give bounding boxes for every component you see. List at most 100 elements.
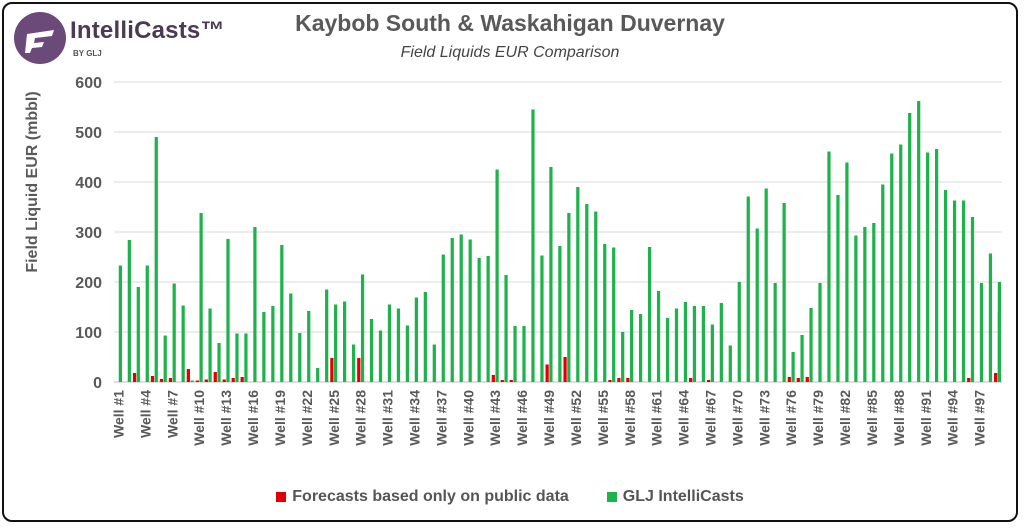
bar-public-data <box>159 379 164 382</box>
bar-glj-intellicasts <box>701 306 706 382</box>
x-tick-label: Well #61 <box>649 390 665 446</box>
legend-swatch-public <box>276 492 287 502</box>
bar-public-data <box>168 378 173 382</box>
x-tick-label: Well #4 <box>137 390 153 438</box>
x-tick-label: Well #7 <box>164 390 180 438</box>
bar-glj-intellicasts <box>674 308 679 382</box>
bar-glj-intellicasts <box>432 344 436 382</box>
bar-public-data <box>132 373 137 382</box>
bar-glj-intellicasts <box>540 255 544 382</box>
bar-glj-intellicasts <box>513 326 517 382</box>
bar-glj-intellicasts <box>943 190 948 382</box>
logo-text: IntelliCasts™ <box>70 17 225 44</box>
bar-glj-intellicasts <box>863 227 867 382</box>
x-tick-label: Well #91 <box>918 390 934 446</box>
bar-glj-intellicasts <box>522 326 526 382</box>
bar-glj-intellicasts <box>692 306 697 382</box>
x-tick-label: Well #49 <box>541 390 557 446</box>
bar-glj-intellicasts <box>190 380 194 382</box>
bar-glj-intellicasts <box>441 254 445 382</box>
bar-glj-intellicasts <box>181 305 185 382</box>
logo-mark-icon <box>14 12 66 64</box>
bar-glj-intellicasts <box>262 312 266 382</box>
bar-glj-intellicasts <box>890 153 894 382</box>
bar-glj-intellicasts <box>396 308 401 382</box>
bar-glj-intellicasts <box>163 335 167 382</box>
x-tick-label: Well #31 <box>380 390 396 446</box>
y-tick-label: 0 <box>93 375 102 392</box>
bar-glj-intellicasts <box>845 162 849 382</box>
bar-public-data <box>796 378 800 382</box>
x-tick-label: Well #40 <box>460 390 476 446</box>
bar-glj-intellicasts <box>764 188 768 382</box>
bar-glj-intellicasts <box>531 109 535 382</box>
bar-glj-intellicasts <box>791 352 795 382</box>
bar-public-data <box>805 377 809 382</box>
bar-glj-intellicasts <box>378 330 383 382</box>
bar-glj-intellicasts <box>387 304 392 382</box>
bar-glj-intellicasts <box>988 253 993 382</box>
bar-glj-intellicasts <box>926 152 930 382</box>
bar-glj-intellicasts <box>594 211 598 382</box>
bar-public-data <box>509 380 513 382</box>
x-tick-label: Well #55 <box>595 390 611 446</box>
bar-glj-intellicasts <box>298 333 302 382</box>
bar-glj-intellicasts <box>665 318 670 382</box>
bar-glj-intellicasts <box>351 344 356 382</box>
bar-public-data <box>222 379 226 382</box>
bar-glj-intellicasts <box>486 256 490 382</box>
bar-public-data <box>491 375 495 382</box>
bar-glj-intellicasts <box>208 308 212 382</box>
bar-glj-intellicasts <box>477 258 481 382</box>
bar-public-data <box>204 379 208 382</box>
bar-public-data <box>706 380 711 382</box>
bar-glj-intellicasts <box>495 169 499 382</box>
bar-glj-intellicasts <box>576 187 580 382</box>
bar-glj-intellicasts <box>280 245 284 382</box>
x-tick-label: Well #94 <box>945 390 961 446</box>
bar-glj-intellicasts <box>746 196 750 382</box>
x-tick-label: Well #85 <box>864 390 880 446</box>
x-tick-label: Well #1 <box>110 390 126 438</box>
bar-glj-intellicasts <box>504 275 508 382</box>
bar-public-data <box>231 378 235 382</box>
chart-subtitle: Field Liquids EUR Comparison <box>400 44 620 61</box>
bar-glj-intellicasts <box>199 213 203 382</box>
x-tick-label: Well #16 <box>245 390 261 446</box>
legend-label-public: Forecasts based only on public data <box>292 488 569 505</box>
logo-arrow-icon <box>25 30 54 53</box>
bar-glj-intellicasts <box>459 234 463 382</box>
bar-public-data <box>994 373 998 382</box>
x-tick-label: Well #88 <box>891 390 907 446</box>
bar-public-data <box>617 378 621 382</box>
bar-glj-intellicasts <box>603 244 607 382</box>
bar-public-data <box>195 380 199 382</box>
x-tick-label: Well #37 <box>433 390 449 446</box>
bar-glj-intellicasts <box>639 314 643 382</box>
x-tick-label: Well #46 <box>514 390 530 446</box>
bar-glj-intellicasts <box>908 113 912 382</box>
chart-legend: Forecasts based only on public data GLJ … <box>0 488 1020 506</box>
bar-glj-intellicasts <box>307 311 311 382</box>
x-tick-label: Well #43 <box>487 390 503 446</box>
y-tick-label: 600 <box>75 75 102 92</box>
bar-glj-intellicasts <box>836 195 840 382</box>
bar-glj-intellicasts <box>244 333 248 382</box>
bar-public-data <box>500 380 504 382</box>
bar-glj-intellicasts <box>271 306 275 382</box>
bar-glj-intellicasts <box>145 265 149 382</box>
x-tick-label: Well #13 <box>218 390 234 446</box>
bar-glj-intellicasts <box>226 239 230 382</box>
bar-glj-intellicasts <box>827 151 831 382</box>
bar-glj-intellicasts <box>997 282 1002 382</box>
bar-glj-intellicasts <box>253 227 257 382</box>
bar-glj-intellicasts <box>154 137 158 382</box>
bar-glj-intellicasts <box>710 324 714 382</box>
bar-public-data <box>545 364 549 382</box>
bar-glj-intellicasts <box>961 200 966 382</box>
x-tick-label: Well #52 <box>568 390 584 446</box>
bar-glj-intellicasts <box>172 283 176 382</box>
x-tick-label: Well #34 <box>406 390 422 446</box>
bar-glj-intellicasts <box>970 217 975 382</box>
bar-public-data <box>240 377 244 382</box>
